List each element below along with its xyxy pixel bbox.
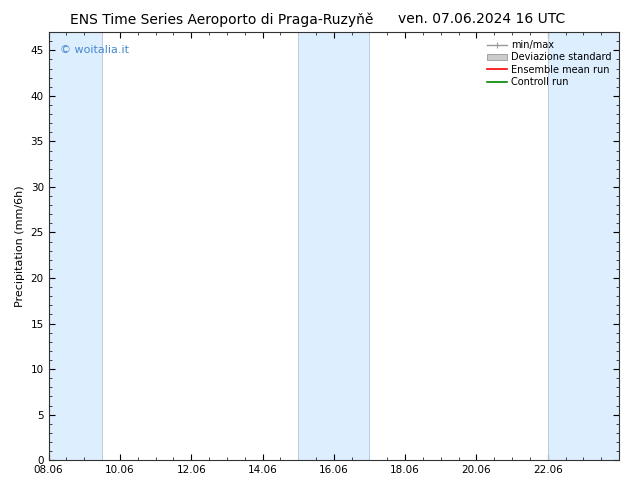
Bar — [49, 32, 102, 460]
Text: © woitalia.it: © woitalia.it — [60, 45, 129, 55]
Text: ven. 07.06.2024 16 UTC: ven. 07.06.2024 16 UTC — [398, 12, 566, 26]
Text: ENS Time Series Aeroporto di Praga-Ruzyňě: ENS Time Series Aeroporto di Praga-Ruzyň… — [70, 12, 373, 27]
Bar — [548, 32, 619, 460]
Y-axis label: Precipitation (mm/6h): Precipitation (mm/6h) — [15, 185, 25, 307]
Legend: min/max, Deviazione standard, Ensemble mean run, Controll run: min/max, Deviazione standard, Ensemble m… — [484, 37, 614, 90]
Bar — [298, 32, 370, 460]
